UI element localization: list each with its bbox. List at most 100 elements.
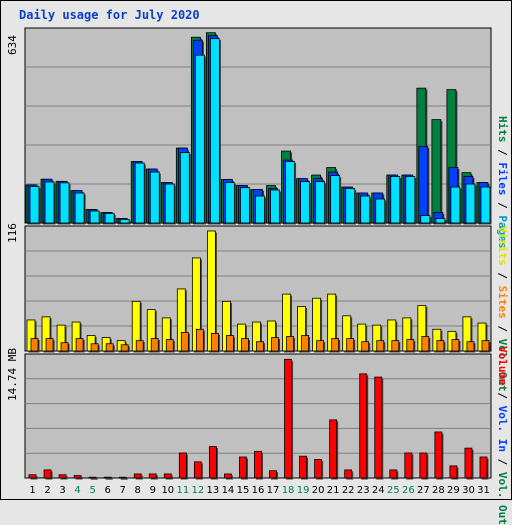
visits-bar (206, 230, 216, 352)
volume-bar (329, 419, 338, 479)
x-tick-label: 29 (447, 485, 460, 496)
sites-bar (391, 340, 400, 352)
pages-bar (29, 186, 40, 224)
pages-bar (480, 186, 491, 224)
sites-bar (135, 340, 144, 352)
volume-bar (344, 469, 353, 479)
sites-bar (361, 341, 370, 352)
x-tick-label: 1 (29, 485, 35, 496)
x-tick-label: 3 (59, 485, 65, 496)
x-tick-label: 26 (402, 485, 415, 496)
x-tick-label: 4 (74, 485, 80, 496)
x-tick-label: 21 (327, 485, 340, 496)
sites-bar (195, 328, 204, 352)
legend-entry: Visits (496, 226, 509, 266)
pages-bar (149, 171, 160, 224)
volume-bar (449, 465, 458, 479)
sites-bar (436, 340, 445, 352)
legend-entry: / (496, 318, 509, 339)
volume-bar (28, 474, 37, 479)
volume-bar (479, 456, 488, 479)
volume-bar (58, 474, 67, 479)
volume-bar-shadow (105, 478, 113, 480)
x-tick-label: 22 (342, 485, 355, 496)
x-tick-label: 31 (477, 485, 490, 496)
usage-chart-svg: 1 2 3 4 5 6 7 8 9 10 11 12 13 14 15 16 17 18 19 20 21 22 23 24 2… (24, 27, 492, 496)
legend-entry: Hits (496, 116, 509, 143)
x-tick-label: 12 (192, 485, 205, 496)
legend-entry: Sites (496, 285, 509, 319)
x-tick-label: 23 (357, 485, 370, 496)
x-tick-label: 18 (282, 485, 295, 496)
volume-bar (464, 447, 473, 479)
x-tick-label: 5 (89, 485, 95, 496)
pages-bar (209, 38, 220, 224)
x-tick-label: 16 (252, 485, 265, 496)
hits-bar (431, 119, 442, 224)
pages-bar (240, 187, 250, 224)
pages-bar (134, 162, 145, 224)
x-tick-label: 10 (161, 485, 174, 496)
x-tick-label: 25 (387, 485, 400, 496)
sites-bar (210, 333, 219, 352)
volume-bar (314, 459, 323, 479)
pages-bar (44, 181, 55, 224)
sites-bar (226, 335, 234, 352)
pages-bar (375, 198, 386, 224)
x-tick-label: 19 (297, 485, 310, 496)
volume-bar (359, 373, 368, 479)
volume-bar (148, 473, 157, 479)
pages-bar (450, 186, 461, 224)
volume-bar (374, 376, 383, 479)
legend-entry: Vol. In (496, 405, 509, 452)
pages-bar (179, 152, 190, 224)
sites-bar (150, 338, 159, 352)
volume-bar (239, 456, 247, 479)
volume-bar (419, 452, 428, 479)
x-tick-label: 28 (432, 485, 445, 496)
pages-bar (255, 195, 265, 224)
volume-bar (224, 473, 232, 479)
x-tick-label: 7 (120, 485, 126, 496)
volume-bar (434, 431, 443, 479)
volume-bar (43, 469, 52, 479)
sites-bar (316, 340, 325, 352)
x-tick-label: 6 (104, 485, 110, 496)
pages-bar (194, 54, 205, 224)
sites-bar (60, 342, 69, 352)
sites-bar (466, 341, 475, 352)
x-tick-label: 15 (237, 485, 250, 496)
pages-bar (465, 183, 476, 224)
volume-bar (284, 358, 292, 479)
volume-bar (73, 475, 82, 479)
pages-bar (89, 210, 100, 224)
x-tick-label: 9 (150, 485, 156, 496)
pages-bar (315, 181, 326, 224)
sites-bar (241, 338, 249, 352)
x-tick-label: 20 (312, 485, 325, 496)
legend-entry: / (496, 195, 509, 216)
legend-entry: / (496, 385, 509, 406)
pages-bar (119, 219, 130, 224)
sites-bar (406, 339, 415, 352)
pages-bar (330, 175, 341, 224)
sites-bar (421, 336, 430, 352)
sites-bar (451, 339, 460, 352)
volume-bar (269, 470, 277, 479)
pages-bar (164, 183, 175, 224)
volume-bar (118, 476, 127, 479)
sites-bar (256, 341, 264, 352)
sites-bar (331, 338, 340, 352)
sites-bar (90, 343, 99, 352)
pages-bar (390, 176, 401, 224)
volume-bar (163, 473, 172, 479)
sites-bar (271, 337, 279, 352)
volume-bar (299, 455, 307, 479)
pages-bar (104, 213, 115, 224)
sites-bar (165, 339, 174, 352)
pages-bar (360, 195, 371, 224)
volume-bar (254, 450, 262, 479)
sites-bar (481, 340, 490, 352)
sites-bar (301, 335, 309, 352)
